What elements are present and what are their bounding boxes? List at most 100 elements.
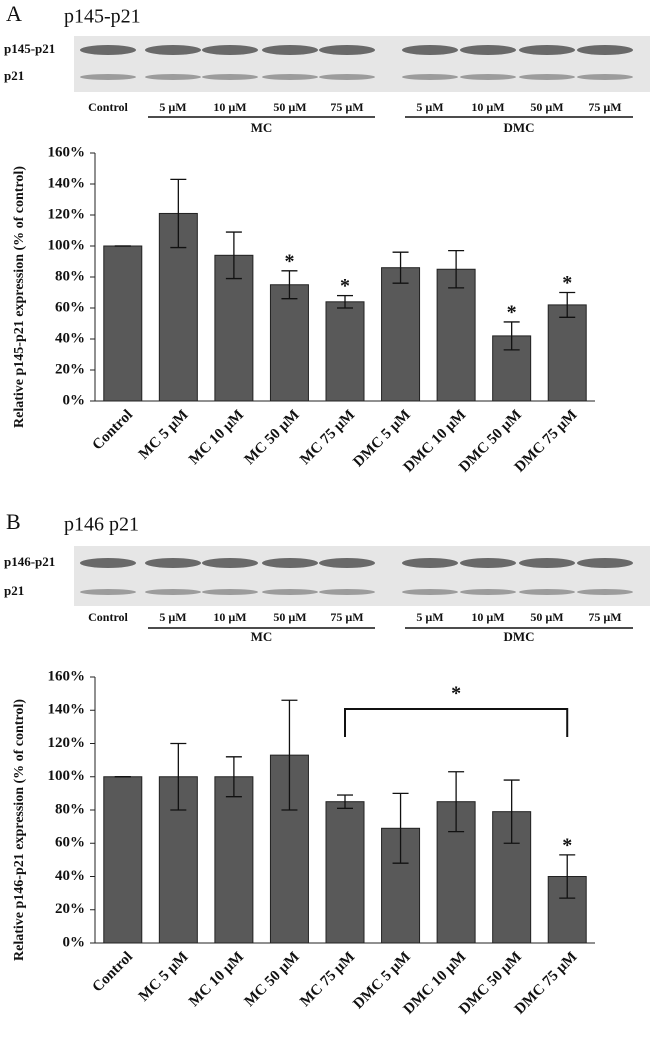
bar <box>325 801 365 944</box>
blot-band <box>202 74 258 80</box>
blot-row-label: p21 <box>4 68 24 83</box>
error-bar <box>225 231 242 280</box>
blot-band <box>519 45 575 55</box>
lane-label: 5 µM <box>159 100 186 114</box>
lane-label: 50 µM <box>530 100 563 114</box>
y-axis-title: Relative p145-p21 expression (% of contr… <box>12 166 27 428</box>
group-label: DMC <box>503 120 534 135</box>
blot-band <box>262 45 318 55</box>
x-tick-label: MC 75 µM <box>297 407 358 468</box>
significance-mark: * <box>284 250 294 272</box>
lane-label: 10 µM <box>213 610 246 624</box>
blot-band <box>577 558 633 568</box>
error-bar <box>170 742 187 811</box>
lane-label: 5 µM <box>159 610 186 624</box>
x-tick-label: MC 10 µM <box>186 949 247 1010</box>
y-tick-label: 80% <box>55 801 85 817</box>
group-label: DMC <box>503 629 534 644</box>
blot-image <box>74 546 650 606</box>
blot-band <box>262 558 318 568</box>
blot-band <box>145 45 201 55</box>
y-tick-label: 160% <box>48 144 86 160</box>
bar <box>436 801 476 944</box>
x-tick-label: Control <box>90 949 136 995</box>
lane-label: 10 µM <box>213 100 246 114</box>
lane-label: 10 µM <box>471 610 504 624</box>
y-axis-title: Relative p146-p21 expression (% of contr… <box>12 699 27 961</box>
blot-band <box>460 558 516 568</box>
blot-band <box>319 45 375 55</box>
bar <box>325 301 365 402</box>
blot-band <box>80 558 136 568</box>
lane-label: 75 µM <box>588 610 621 624</box>
x-tick-label: MC 5 µM <box>136 949 192 1005</box>
blot-band <box>402 45 458 55</box>
blot-row-label: p146-p21 <box>4 554 55 569</box>
blot-band <box>519 558 575 568</box>
blot-band <box>202 589 258 595</box>
blot-image <box>74 36 650 92</box>
error-bar <box>281 699 298 811</box>
significance-mark: * <box>340 275 350 297</box>
y-tick-label: 0% <box>63 934 86 950</box>
error-bar <box>337 294 353 309</box>
x-tick-label: MC 5 µM <box>136 407 192 463</box>
y-tick-label: 40% <box>55 868 85 884</box>
lane-label: 75 µM <box>330 610 363 624</box>
significance-mark: * <box>562 272 572 294</box>
error-bar <box>392 792 409 864</box>
bracket-label: * <box>451 683 461 705</box>
blot-band <box>262 589 318 595</box>
blot-band <box>577 74 633 80</box>
y-tick-label: 120% <box>48 735 86 751</box>
error-bar <box>503 321 520 351</box>
x-tick-label: MC 50 µM <box>242 949 303 1010</box>
error-bar <box>392 251 409 284</box>
error-bar <box>448 249 465 289</box>
panel-label: B <box>6 509 21 534</box>
bar <box>381 267 421 402</box>
blot-band <box>80 74 136 80</box>
blot-band <box>145 558 201 568</box>
y-tick-label: 100% <box>48 768 86 784</box>
blot-band <box>460 45 516 55</box>
blot-band <box>519 589 575 595</box>
blot-band <box>519 74 575 80</box>
error-bar <box>225 756 242 798</box>
bar <box>103 245 143 402</box>
bar <box>214 776 254 944</box>
x-tick-label: MC 50 µM <box>242 407 303 468</box>
lane-label: 50 µM <box>273 100 306 114</box>
y-tick-label: 60% <box>55 835 85 851</box>
blot-band <box>145 74 201 80</box>
x-tick-label: MC 10 µM <box>186 407 247 468</box>
bar <box>436 268 476 402</box>
error-bar <box>337 794 353 809</box>
blot-row-label: p145-p21 <box>4 41 55 56</box>
lane-label: 75 µM <box>588 100 621 114</box>
blot-band <box>202 558 258 568</box>
blot-band <box>319 589 375 595</box>
y-tick-label: 160% <box>48 668 86 684</box>
lane-label: 5 µM <box>416 610 443 624</box>
blot-band <box>577 45 633 55</box>
significance-mark: * <box>507 302 517 324</box>
y-tick-label: 140% <box>48 702 86 718</box>
y-tick-label: 100% <box>48 237 86 253</box>
x-tick-label: Control <box>90 407 136 453</box>
blot-band <box>577 589 633 595</box>
error-bar <box>448 771 465 833</box>
blot-band <box>80 589 136 595</box>
blot-band <box>145 589 201 595</box>
lane-label: 50 µM <box>273 610 306 624</box>
y-tick-label: 0% <box>63 392 86 408</box>
blot-band <box>202 45 258 55</box>
panel-title: p146 p21 <box>64 514 139 536</box>
error-bar <box>559 854 576 899</box>
error-bar <box>559 291 576 318</box>
blot-band <box>460 589 516 595</box>
x-tick-label: MC 75 µM <box>297 949 358 1010</box>
blot-band <box>460 74 516 80</box>
y-tick-label: 120% <box>48 206 86 222</box>
